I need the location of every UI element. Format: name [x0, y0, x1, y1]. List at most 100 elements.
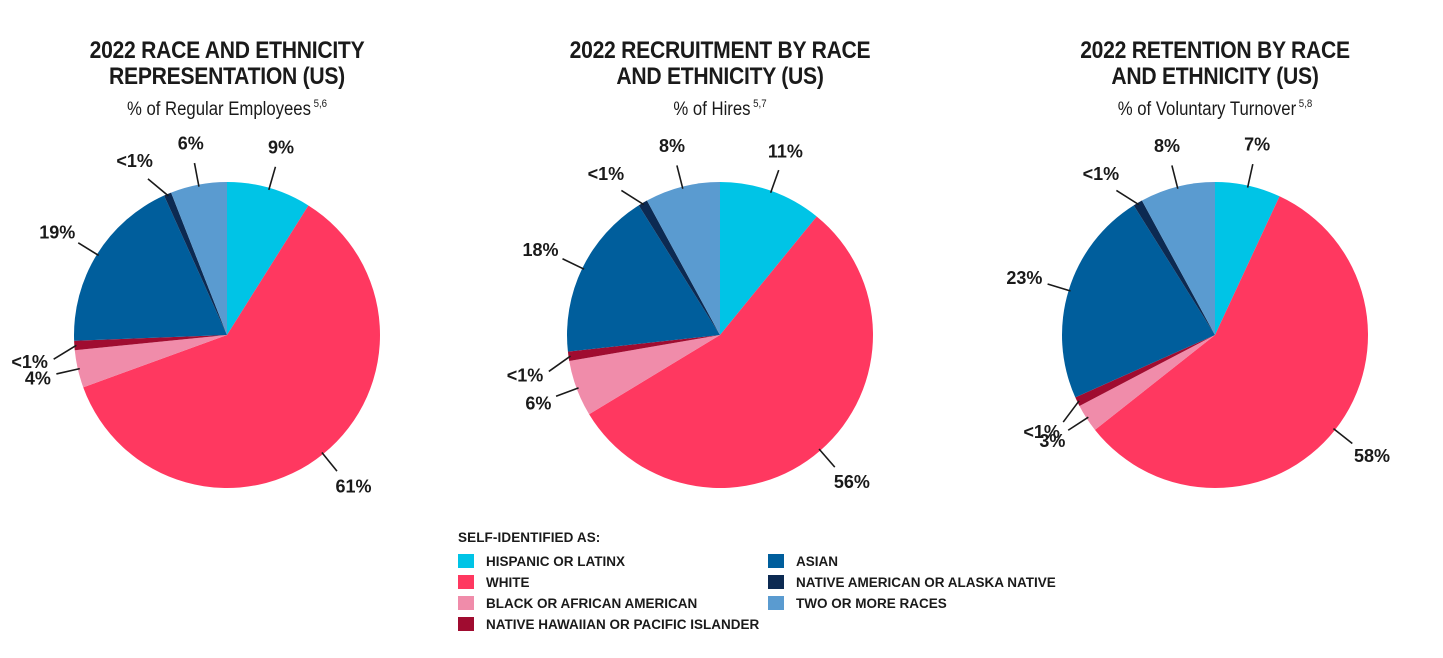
slice-label-nhpi: <1% [507, 366, 544, 386]
leader-line [548, 355, 571, 373]
slice-label-white: 61% [336, 477, 372, 497]
leader-line [147, 178, 169, 197]
legend-swatch [768, 596, 784, 610]
pie-slice-asian [74, 195, 227, 341]
pie-slices [1061, 182, 1369, 489]
slice-label-black: 4% [25, 368, 51, 388]
pie-svg: 9%61%4%<1%19%<1%6% [11, 133, 381, 497]
pie-slice-nhpi [74, 335, 227, 351]
legend-swatch [458, 575, 474, 589]
chart-title: 2022 RECRUITMENT BY RACE AND ETHNICITY (… [509, 38, 931, 90]
leader-line [1246, 163, 1254, 188]
pie-slice-two-or-more [171, 182, 227, 335]
slice-label-native-american: <1% [116, 151, 153, 171]
leader-line [53, 344, 77, 360]
slice-label-nhpi: <1% [1023, 422, 1060, 442]
slice-label-hispanic: 11% [768, 141, 803, 161]
pie-chart-recruitment: 2022 RECRUITMENT BY RACE AND ETHNICITY (… [480, 0, 960, 500]
pie-svg: 7%58%3%<1%23%<1%8% [1006, 135, 1390, 489]
legend-swatch [458, 554, 474, 568]
leader-line [1332, 427, 1353, 445]
chart-title: 2022 RETENTION BY RACE AND ETHNICITY (US… [1004, 38, 1426, 90]
legend-label: TWO OR MORE RACES [796, 595, 947, 611]
slice-label-black: 6% [525, 393, 551, 413]
pie-slice-native-american [1133, 200, 1215, 335]
leader-line [1047, 283, 1071, 292]
legend-item-white: WHITE [458, 573, 530, 591]
leader-line [193, 162, 200, 187]
leader-line [818, 448, 836, 468]
legend-item-native-american: NATIVE AMERICAN OR ALASKA NATIVE [768, 573, 1056, 591]
chart-subtitle: % of Voluntary Turnover 5,8 [1004, 98, 1426, 121]
pie-labels: 11% 56% 6% <1% 18% <1% 8% [507, 136, 870, 492]
legend-item-hispanic: HISPANIC OR LATINX [458, 552, 625, 570]
pie-slices [74, 181, 381, 489]
pie-slice-two-or-more [1141, 182, 1215, 335]
pie-slice-black [74, 335, 227, 388]
leader-line [620, 189, 645, 206]
pie-labels: 7%58%3%<1%23%<1%8% [1006, 135, 1390, 466]
legend-item-two-or-more: TWO OR MORE RACES [768, 594, 947, 612]
pie-labels: 9%61%4%<1%19%<1%6% [11, 133, 371, 496]
pie-slices [567, 182, 873, 488]
legend-label: ASIAN [796, 553, 839, 569]
chart-title-line2: REPRESENTATION (US) [109, 63, 345, 90]
chart-title-line1: 2022 RETENTION BY RACE [1080, 37, 1350, 64]
pie-slice-two-or-more [646, 182, 720, 335]
legend-item-nhpi: NATIVE HAWAIIAN OR PACIFIC ISLANDER [458, 615, 759, 633]
chart-footnote: 5,6 [313, 98, 328, 110]
pie-chart-representation: 2022 RACE AND ETHNICITY REPRESENTATION (… [0, 0, 467, 500]
legend-item-black: BLACK OR AFRICAN AMERICAN [458, 594, 697, 612]
chart-title-line1: 2022 RACE AND ETHNICITY [89, 37, 365, 64]
leader-line [268, 166, 277, 191]
leader-line [769, 169, 780, 194]
slice-label-hispanic: 7% [1244, 135, 1270, 155]
slice-label-hispanic: 9% [268, 138, 294, 158]
legend-label: NATIVE HAWAIIAN OR PACIFIC ISLANDER [486, 616, 760, 632]
pie-slice-black [1079, 335, 1215, 430]
leader-line [77, 242, 100, 257]
pie-slice-white [83, 205, 381, 489]
pie-slice-hispanic [1215, 182, 1280, 335]
slice-label-two-or-more: 8% [659, 136, 685, 156]
pie-slice-native-american [638, 200, 720, 335]
leader-line [1062, 400, 1080, 423]
legend-label: NATIVE AMERICAN OR ALASKA NATIVE [796, 574, 1056, 590]
slice-label-two-or-more: 8% [1154, 136, 1180, 156]
legend-item-asian: ASIAN [768, 552, 838, 570]
chart-subtitle-text: % of Voluntary Turnover [1117, 99, 1297, 120]
legend-heading: SELF-IDENTIFIED AS: [458, 530, 601, 545]
leader-line [1115, 189, 1140, 206]
slice-label-black: 3% [1039, 431, 1065, 451]
slice-label-asian: 18% [522, 240, 558, 260]
chart-subtitle-text: % of Regular Employees [126, 99, 311, 120]
slice-label-two-or-more: 6% [178, 133, 204, 153]
leader-line [1067, 416, 1089, 431]
pie-slice-nhpi [567, 335, 720, 362]
chart-title-line2: AND ETHNICITY (US) [1111, 63, 1319, 90]
legend-swatch [458, 596, 474, 610]
slice-label-white: 58% [1354, 446, 1390, 466]
leader-line [562, 257, 585, 270]
leader-line [1171, 165, 1179, 189]
pie-slice-black [569, 335, 720, 415]
slice-label-native-american: <1% [1083, 164, 1120, 184]
pie-svg: 11% 56% 6% <1% 18% <1% 8% [507, 136, 873, 492]
chart-subtitle: % of Regular Employees 5,6 [16, 98, 438, 121]
chart-title-line2: AND ETHNICITY (US) [616, 63, 824, 90]
pie-slice-white [589, 216, 873, 488]
slice-label-asian: 19% [39, 222, 75, 242]
pie-slice-hispanic [227, 181, 309, 335]
pie-slice-white [1094, 196, 1369, 489]
pie-chart-retention: 2022 RETENTION BY RACE AND ETHNICITY (US… [975, 0, 1443, 500]
slice-label-asian: 23% [1006, 268, 1042, 288]
chart-footnote: 5,8 [1298, 98, 1313, 110]
chart-title-line1: 2022 RECRUITMENT BY RACE [569, 37, 871, 64]
pie-slice-nhpi [1075, 335, 1215, 406]
leader-line [555, 387, 579, 398]
chart-subtitle-text: % of Hires [673, 99, 751, 120]
pie-slice-asian [567, 205, 720, 352]
pie-slice-hispanic [720, 182, 817, 335]
chart-title: 2022 RACE AND ETHNICITY REPRESENTATION (… [16, 38, 438, 90]
legend-label: WHITE [486, 574, 530, 590]
